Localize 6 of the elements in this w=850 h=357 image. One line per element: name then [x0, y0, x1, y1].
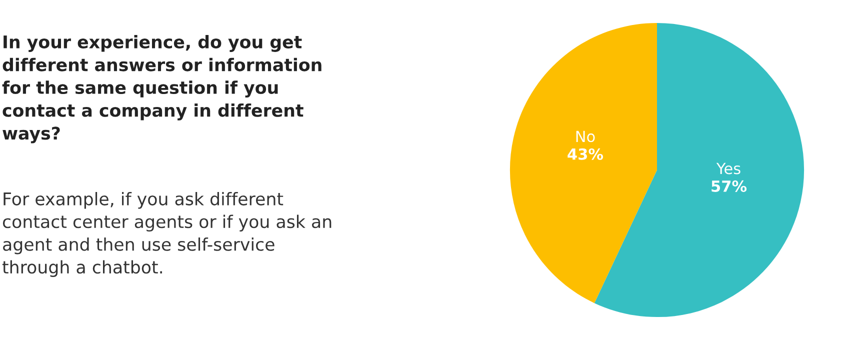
- text: For example, if you ask different contact center agents or if you ask an agent and then use self-service through a chatbot.: [2, 192, 332, 278]
- text: In your experience, do you get different answers or information for the same question if you contact a company in different ways?: [2, 35, 322, 144]
- data-label: 57%: [712, 180, 747, 192]
- slice-label: No: [576, 130, 595, 142]
- slice-label: Yes: [716, 162, 740, 174]
- data-label: 43%: [568, 148, 604, 160]
